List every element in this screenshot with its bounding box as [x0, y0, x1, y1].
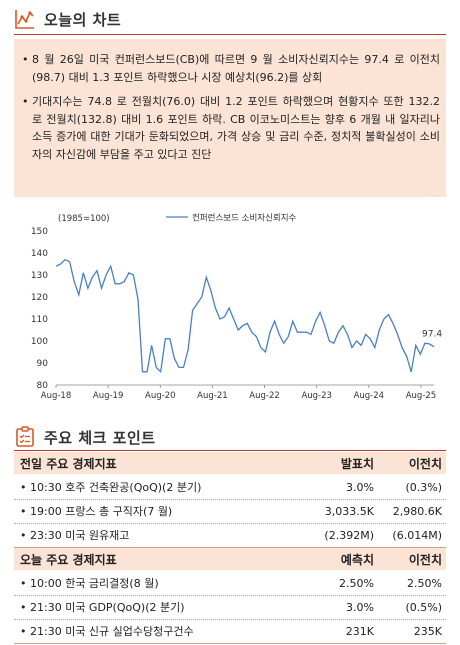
forecast-value: 3.0% — [346, 600, 374, 614]
y-tick-label: 130 — [31, 271, 48, 281]
last-value-label: 97.4 — [422, 330, 442, 340]
previous-value: (0.3%) — [405, 480, 442, 494]
unit-label: (1985=100) — [58, 214, 110, 224]
previous-value: (6.014M) — [392, 528, 442, 542]
header-rule — [14, 450, 446, 451]
previous-value: 2,980.6K — [392, 504, 442, 518]
x-tick-label: Aug-18 — [41, 391, 71, 401]
y-tick-label: 140 — [31, 249, 48, 259]
today-table-header: 오늘 주요 경제지표 예측치 이전치 — [14, 548, 446, 570]
checkpoint-section-header: 주요 체크 포인트 — [14, 426, 156, 448]
summary-bullet: • 8 월 26일 미국 컨퍼런스보드(CB)에 따르면 9 월 소비자신뢰지수… — [22, 51, 440, 86]
indicator-name: 10:30 호주 건축완공(QoQ)(2 분기) — [30, 481, 202, 494]
chart-section-header: 오늘의 차트 — [14, 8, 121, 30]
y-tick-label: 90 — [37, 359, 49, 369]
x-tick-label: Aug-25 — [406, 391, 436, 401]
consumer-confidence-chart: 80 90 100 110 120 130 140 150 Aug-18 Aug-19 Aug-2… — [14, 205, 446, 405]
row-divider — [14, 595, 446, 596]
bullet-dot: • — [22, 95, 29, 108]
table-row: • 21:30 미국 GDP(QoQ)(2 분기) 3.0% (0.5%) — [14, 596, 446, 618]
table-row: • 23:30 미국 원유재고 (2.392M) (6.014M) — [14, 524, 446, 546]
checklist-icon — [16, 426, 34, 447]
header-rule — [14, 34, 446, 35]
today-table-title: 오늘 주요 경제지표 — [20, 552, 117, 567]
row-divider — [14, 547, 446, 548]
table-row: • 21:30 미국 신규 실업수당청구건수 231K 235K — [14, 620, 446, 642]
x-tick-label: Aug-24 — [354, 391, 384, 401]
forecast-value: 2.50% — [339, 576, 374, 590]
actual-value: 3.0% — [346, 480, 374, 494]
chart-section-title: 오늘의 차트 — [44, 10, 122, 29]
indicator-name: 19:00 프랑스 총 구직자(7 월) — [30, 505, 173, 518]
x-tick-label: Aug-22 — [249, 391, 279, 401]
bullet-dot: • — [20, 529, 27, 542]
indicator-name: 23:30 미국 원유재고 — [30, 529, 130, 542]
col-actual-header: 발표치 — [340, 456, 374, 471]
actual-value: 3,033.5K — [324, 504, 374, 518]
x-tick-label: Aug-23 — [301, 391, 331, 401]
prev-table-title: 전일 주요 경제지표 — [20, 456, 117, 471]
bullet-dot: • — [20, 481, 27, 494]
x-tick-label: Aug-21 — [197, 391, 227, 401]
y-tick-label: 80 — [37, 381, 49, 391]
summary-box: • 8 월 26일 미국 컨퍼런스보드(CB)에 따르면 9 월 소비자신뢰지수… — [14, 39, 446, 197]
bullet-dot: • — [22, 53, 29, 66]
previous-value: 2.50% — [407, 576, 442, 590]
prev-table-header: 전일 주요 경제지표 발표치 이전치 — [14, 452, 446, 474]
previous-value: (0.5%) — [405, 600, 442, 614]
series-line — [55, 258, 435, 374]
legend-label: 컨퍼런스보드 소비자신뢰지수 — [192, 213, 297, 224]
indicator-name: 21:30 미국 신규 실업수당청구건수 — [30, 625, 194, 638]
row-divider — [14, 523, 446, 524]
x-tick-label: Aug-19 — [93, 391, 123, 401]
row-divider — [14, 499, 446, 500]
x-tick-label: Aug-20 — [145, 391, 175, 401]
indicator-name: 21:30 미국 GDP(QoQ)(2 분기) — [30, 601, 185, 614]
bullet-dot: • — [20, 625, 27, 638]
y-tick-label: 110 — [31, 315, 48, 325]
table-bottom-rule — [14, 643, 446, 644]
table-row: • 10:00 한국 금리결정(8 월) 2.50% 2.50% — [14, 572, 446, 594]
col-prev-header: 이전치 — [408, 456, 442, 471]
line-chart-icon — [15, 10, 34, 29]
col-forecast-header: 예측치 — [340, 552, 374, 567]
row-divider — [14, 619, 446, 620]
y-tick-label: 120 — [31, 293, 48, 303]
col-prev-header: 이전치 — [408, 552, 442, 567]
summary-text: 8 월 26일 미국 컨퍼런스보드(CB)에 따르면 9 월 소비자신뢰지수는 … — [32, 53, 440, 84]
summary-text: 기대지수는 74.8 로 전월치(76.0) 대비 1.2 포인트 하락했으며 … — [32, 95, 440, 161]
checkpoint-section-title: 주요 체크 포인트 — [44, 428, 156, 447]
table-row: • 10:30 호주 건축완공(QoQ)(2 분기) 3.0% (0.3%) — [14, 476, 446, 498]
y-tick-label: 100 — [31, 337, 48, 347]
summary-bullet: • 기대지수는 74.8 로 전월치(76.0) 대비 1.2 포인트 하락했으… — [22, 93, 440, 163]
bullet-dot: • — [20, 577, 27, 590]
actual-value: (2.392M) — [324, 528, 374, 542]
bullet-dot: • — [20, 601, 27, 614]
y-tick-label: 150 — [31, 227, 48, 237]
forecast-value: 231K — [345, 624, 374, 638]
bullet-dot: • — [20, 505, 27, 518]
previous-value: 235K — [413, 624, 442, 638]
indicator-name: 10:00 한국 금리결정(8 월) — [30, 577, 159, 590]
table-row: • 19:00 프랑스 총 구직자(7 월) 3,033.5K 2,980.6K — [14, 500, 446, 522]
